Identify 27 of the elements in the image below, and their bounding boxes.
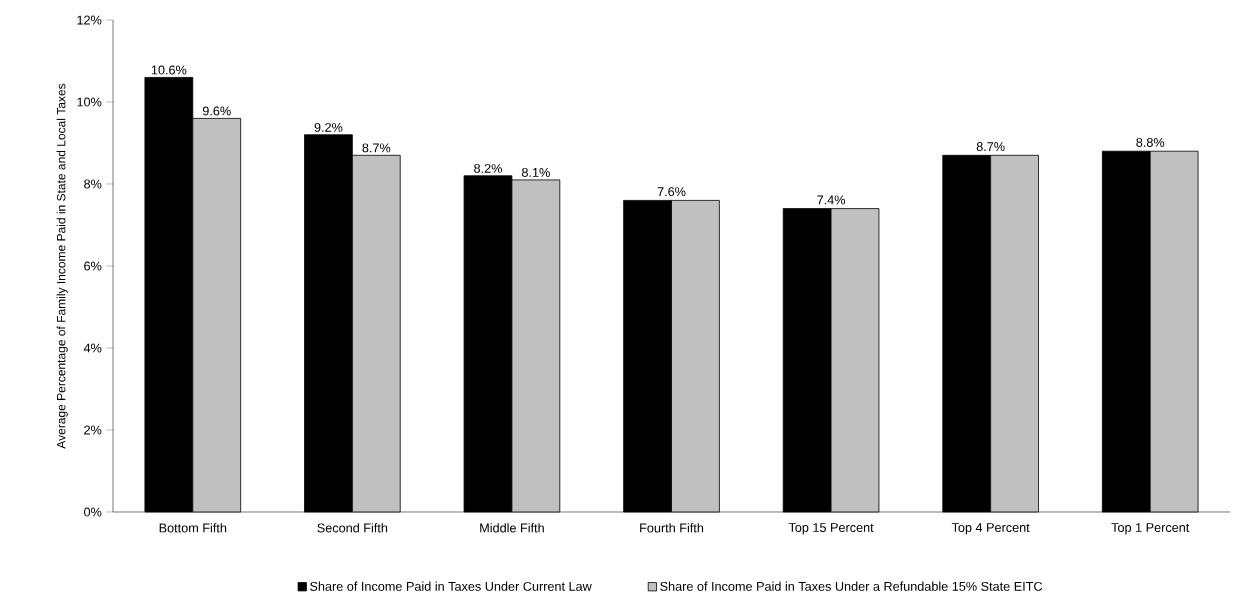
data-label: 9.6% bbox=[202, 106, 231, 116]
y-tick-label: 6% bbox=[84, 261, 102, 271]
y-tick-label: 4% bbox=[83, 343, 102, 353]
data-label: 9.2% bbox=[314, 122, 343, 132]
annotation: 8.7% bbox=[976, 142, 1005, 152]
y-axis-title: Average Percentage of Family Income Paid in State and Local Taxes bbox=[56, 83, 68, 449]
data-label: 8.7% bbox=[362, 143, 391, 153]
data-label: 8.2% bbox=[474, 163, 502, 173]
x-tick-label: Bottom Fifth bbox=[159, 523, 227, 533]
x-tick-label: Top 15 Percent bbox=[788, 523, 874, 535]
y-tick-label: 8% bbox=[84, 179, 102, 189]
y-tick-label: 10% bbox=[77, 97, 102, 107]
y-tick-label: 2% bbox=[84, 425, 102, 435]
legend-label: Share of Income Paid in Taxes Under a Refundable 15% State EITC bbox=[660, 581, 1043, 591]
annotation: 8.8% bbox=[1136, 137, 1165, 147]
x-tick-label: Top 1 Percent bbox=[1111, 523, 1190, 535]
y-tick-label: 0% bbox=[84, 507, 102, 517]
x-tick-label: Top 4 Percent bbox=[951, 523, 1030, 535]
x-tick-label: Second Fifth bbox=[317, 523, 388, 533]
data-label: 10.6% bbox=[151, 65, 187, 75]
y-tick-label: 12% bbox=[77, 15, 102, 25]
data-label: 8.1% bbox=[521, 167, 550, 177]
annotation: 7.4% bbox=[817, 195, 846, 205]
annotation: 7.6% bbox=[657, 187, 686, 197]
legend-label: Share of Income Paid in Taxes Under Current Law bbox=[310, 581, 592, 591]
x-tick-label: Middle Fifth bbox=[480, 523, 544, 533]
x-tick-label: Fourth Fifth bbox=[640, 523, 704, 533]
